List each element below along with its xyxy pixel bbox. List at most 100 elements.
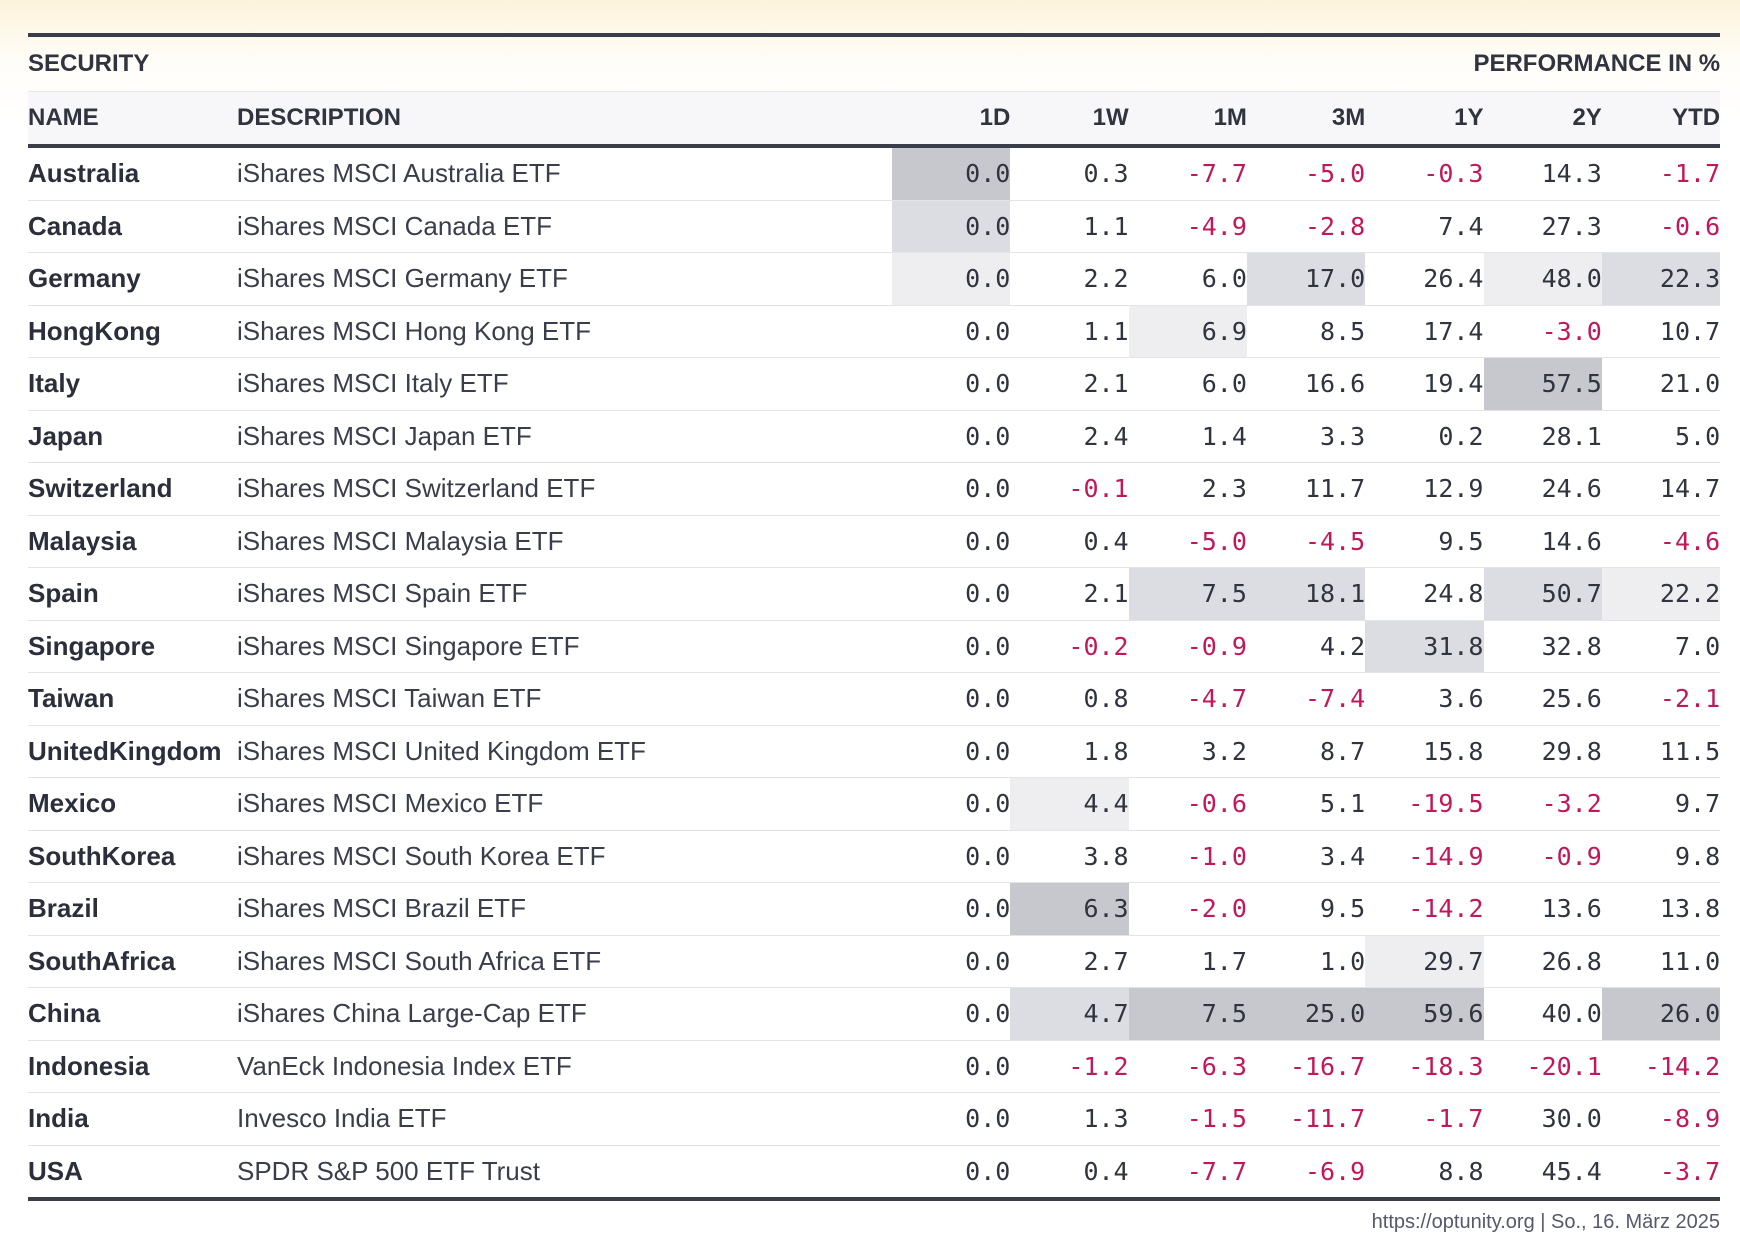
performance-cell: 0.0 bbox=[892, 882, 1011, 936]
performance-cell: 57.5 bbox=[1483, 357, 1602, 411]
performance-cell: 0.0 bbox=[892, 357, 1011, 411]
group-header-performance: PERFORMANCE IN % bbox=[892, 37, 1721, 92]
performance-cell: 0.0 bbox=[892, 620, 1011, 673]
security-name: Spain bbox=[28, 567, 237, 621]
performance-cell: 8.5 bbox=[1246, 305, 1366, 358]
performance-cell: 0.0 bbox=[892, 462, 1011, 516]
table-row: Malaysia iShares MSCI Malaysia ETF 0.0 0.4-… bbox=[28, 515, 1721, 568]
performance-cell: -18.3 bbox=[1365, 1040, 1484, 1093]
security-description: iShares MSCI Brazil ETF bbox=[237, 882, 893, 936]
security-name: Taiwan bbox=[28, 672, 237, 726]
table-row: Spain iShares MSCI Spain ETF 0.0 2.1 7.5 18.1… bbox=[28, 567, 1721, 621]
performance-cell: 0.0 bbox=[892, 830, 1011, 883]
performance-cell: 14.6 bbox=[1483, 515, 1602, 568]
security-name: Malaysia bbox=[28, 515, 237, 568]
performance-cell: 0.0 bbox=[892, 567, 1011, 621]
security-description: iShares MSCI Canada ETF bbox=[237, 200, 893, 253]
security-name: SouthKorea bbox=[28, 830, 237, 883]
performance-cell: 0.0 bbox=[892, 1092, 1011, 1146]
performance-cell: 15.8 bbox=[1365, 725, 1484, 778]
performance-cell: 4.4 bbox=[1010, 777, 1129, 831]
performance-cell: -4.6 bbox=[1601, 515, 1721, 568]
performance-cell: -0.9 bbox=[1128, 620, 1247, 673]
performance-cell: -1.0 bbox=[1128, 830, 1247, 883]
performance-cell: 9.7 bbox=[1601, 777, 1721, 831]
column-header-period: 1D bbox=[892, 91, 1011, 148]
security-description: Invesco India ETF bbox=[237, 1092, 893, 1146]
performance-cell: 14.3 bbox=[1483, 146, 1602, 201]
performance-cell: 6.3 bbox=[1010, 882, 1129, 936]
table-row: Switzerland iShares MSCI Switzerland ETF 0… bbox=[28, 462, 1721, 516]
security-description: iShares MSCI Japan ETF bbox=[237, 410, 893, 463]
performance-cell: 2.1 bbox=[1010, 357, 1129, 411]
security-description: VanEck Indonesia Index ETF bbox=[237, 1040, 893, 1093]
performance-cell: 0.0 bbox=[892, 672, 1011, 726]
security-name: Indonesia bbox=[28, 1040, 237, 1093]
table-row: HongKong iShares MSCI Hong Kong ETF 0.0 1.1… bbox=[28, 305, 1721, 358]
performance-cell: 1.1 bbox=[1010, 200, 1129, 253]
performance-cell: 3.2 bbox=[1128, 725, 1247, 778]
performance-cell: -6.3 bbox=[1128, 1040, 1247, 1093]
performance-cell: 3.3 bbox=[1246, 410, 1366, 463]
performance-cell: 22.3 bbox=[1601, 252, 1721, 306]
security-name: Canada bbox=[28, 200, 237, 253]
performance-cell: -2.0 bbox=[1128, 882, 1247, 936]
security-name: India bbox=[28, 1092, 237, 1146]
performance-cell: 0.8 bbox=[1010, 672, 1129, 726]
table-row: USA SPDR S&P 500 ETF Trust 0.0 0.4 -7.7 -6.9 8… bbox=[28, 1145, 1720, 1197]
security-description: iShares MSCI Singapore ETF bbox=[237, 620, 893, 673]
performance-cell: 0.2 bbox=[1365, 410, 1484, 463]
table-row: Singapore iShares MSCI Singapore ETF 0.0 -0… bbox=[28, 620, 1721, 673]
performance-cell: 22.2 bbox=[1601, 567, 1721, 621]
column-header-description: DESCRIPTION bbox=[237, 91, 893, 148]
performance-cell: -19.5 bbox=[1365, 777, 1484, 831]
performance-cell: 5.0 bbox=[1601, 410, 1721, 463]
security-name: UnitedKingdom bbox=[28, 725, 237, 778]
performance-cell: -1.2 bbox=[1010, 1040, 1129, 1093]
performance-cell: -8.9 bbox=[1601, 1092, 1721, 1146]
table-row: Indonesia VanEck Indonesia Index ETF 0.0 -1… bbox=[28, 1040, 1721, 1093]
top-rule bbox=[28, 33, 1720, 37]
performance-cell: -7.7 bbox=[1128, 146, 1247, 201]
performance-cell: 29.8 bbox=[1483, 725, 1602, 778]
performance-cell: 7.0 bbox=[1601, 620, 1721, 673]
security-name: Switzerland bbox=[28, 462, 237, 516]
security-description: iShares MSCI Hong Kong ETF bbox=[237, 305, 893, 358]
performance-cell: 0.4 bbox=[1083, 1156, 1129, 1186]
performance-cell: 1.4 bbox=[1128, 410, 1247, 463]
performance-cell: 0.0 bbox=[892, 515, 1011, 568]
performance-cell: 8.7 bbox=[1246, 725, 1366, 778]
table-row: Italy iShares MSCI Italy ETF 0.0 2.1 6.0 16.6… bbox=[28, 357, 1721, 411]
security-name: Singapore bbox=[28, 620, 237, 673]
group-header-row: SECURITY PERFORMANCE IN % bbox=[28, 37, 1721, 92]
performance-cell: 14.7 bbox=[1601, 462, 1721, 516]
performance-cell: -2.8 bbox=[1246, 200, 1366, 253]
performance-cell: 9.5 bbox=[1365, 515, 1484, 568]
table-row: China iShares China Large-Cap ETF 0.0 4.7 7.… bbox=[28, 987, 1721, 1041]
performance-cell: -7.7 bbox=[1186, 1156, 1247, 1186]
performance-table: SECURITY PERFORMANCE IN % NAME DESCRIPTI… bbox=[28, 37, 1721, 1197]
table-row: Canada iShares MSCI Canada ETF 0.0 1.1 -4.9-… bbox=[28, 200, 1721, 253]
bottom-rule bbox=[28, 1197, 1720, 1201]
performance-cell: -1.5 bbox=[1128, 1092, 1247, 1146]
performance-cell: 1.8 bbox=[1010, 725, 1129, 778]
performance-cell: 9.5 bbox=[1246, 882, 1366, 936]
security-description: iShares MSCI Italy ETF bbox=[237, 357, 893, 411]
performance-cell: 1.0 bbox=[1246, 935, 1366, 988]
column-header-name: NAME bbox=[28, 91, 237, 148]
performance-cell: 26.4 bbox=[1365, 252, 1484, 306]
table-body: Australia iShares MSCI Australia ETF 0.0 0.… bbox=[28, 146, 1721, 1197]
performance-cell: -1.7 bbox=[1601, 146, 1721, 201]
performance-cell: 26.8 bbox=[1483, 935, 1602, 988]
performance-cell: 0.0 bbox=[892, 146, 1011, 201]
security-name: Mexico bbox=[28, 777, 237, 831]
performance-cell: 48.0 bbox=[1483, 252, 1602, 306]
performance-cell: 0.0 bbox=[892, 935, 1011, 988]
security-name: SouthAfrica bbox=[28, 935, 237, 988]
performance-cell: 24.6 bbox=[1483, 462, 1602, 516]
security-name: China bbox=[28, 987, 237, 1041]
performance-cell: 17.0 bbox=[1246, 252, 1366, 306]
performance-cell: 0.0 bbox=[892, 725, 1011, 778]
performance-table-container: SECURITY PERFORMANCE IN % NAME DESCRIPTI… bbox=[28, 33, 1721, 1234]
security-name: Germany bbox=[28, 252, 237, 306]
